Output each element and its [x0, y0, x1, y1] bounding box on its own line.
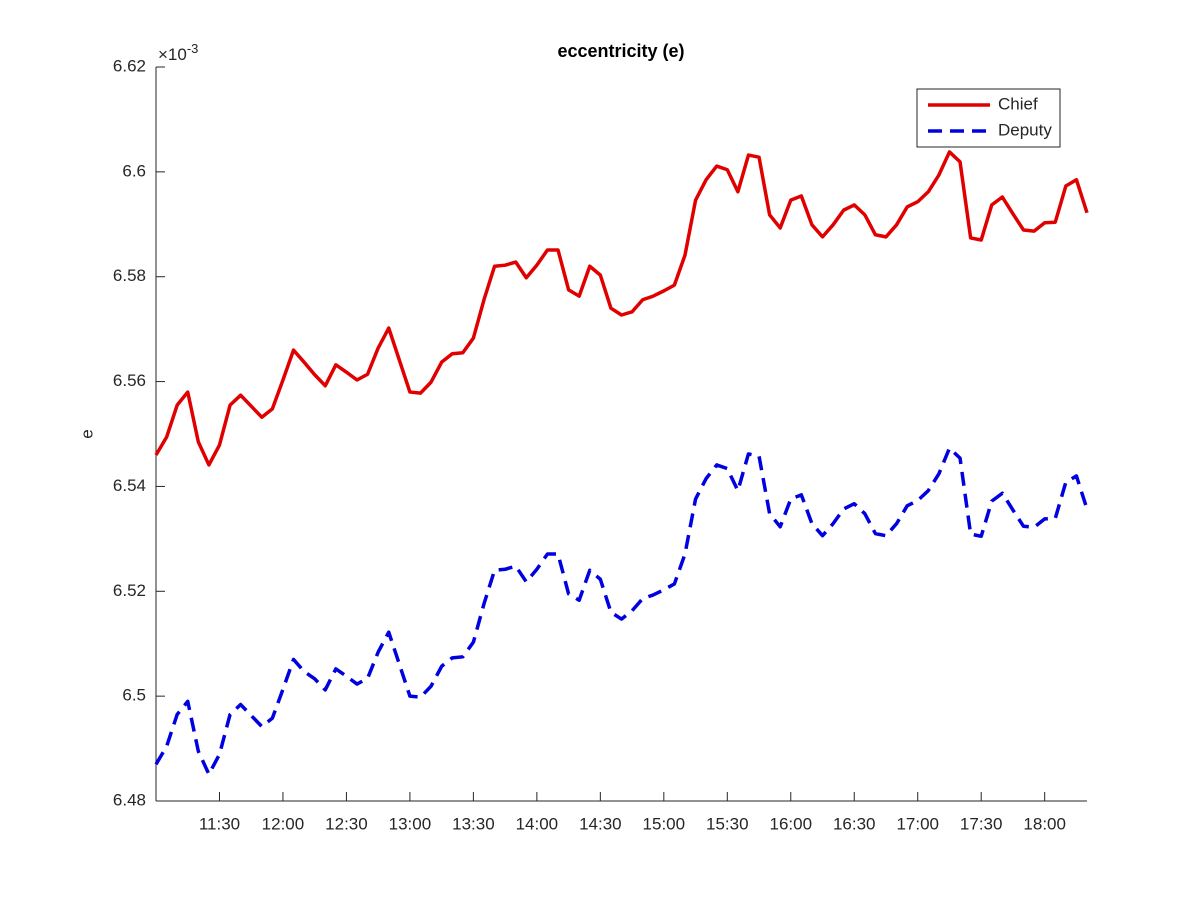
y-multiplier-base: ×10	[158, 45, 187, 64]
x-tick-label: 11:30	[199, 814, 240, 833]
x-tick-label: 13:30	[452, 814, 495, 833]
y-multiplier: ×10-3	[158, 41, 198, 64]
x-tick-label: 17:30	[960, 814, 1003, 833]
y-multiplier-exponent: -3	[187, 41, 199, 56]
series-line	[154, 150, 1089, 467]
chart-title: eccentricity (e)	[557, 41, 684, 61]
legend-label: Deputy	[998, 120, 1052, 139]
x-tick-label: 14:30	[579, 814, 622, 833]
y-tick-label: 6.56	[113, 371, 146, 390]
x-tick-label: 17:00	[896, 814, 939, 833]
legend-label: Chief	[998, 94, 1038, 113]
y-tick-label: 6.48	[113, 790, 146, 809]
x-tick-label: 15:30	[706, 814, 749, 833]
y-tick-label: 6.62	[113, 56, 146, 75]
x-tick-label: 13:00	[389, 814, 432, 833]
y-tick-label: 6.54	[113, 476, 146, 495]
y-tick-label: 6.6	[122, 161, 146, 180]
x-tick-label: 12:30	[325, 814, 368, 833]
x-tick-label: 18:00	[1023, 814, 1066, 833]
y-tick-label: 6.5	[122, 686, 146, 705]
legend-box	[916, 88, 1061, 148]
x-tick-label: 12:00	[262, 814, 305, 833]
y-tick-label: 6.52	[113, 581, 146, 600]
series-line	[154, 446, 1089, 777]
x-tick-label: 14:00	[516, 814, 559, 833]
x-tick-label: 15:00	[643, 814, 686, 833]
y-axis-label: e	[77, 429, 96, 438]
x-tick-label: 16:30	[833, 814, 876, 833]
y-tick-label: 6.58	[113, 266, 146, 285]
x-tick-label: 16:00	[769, 814, 812, 833]
